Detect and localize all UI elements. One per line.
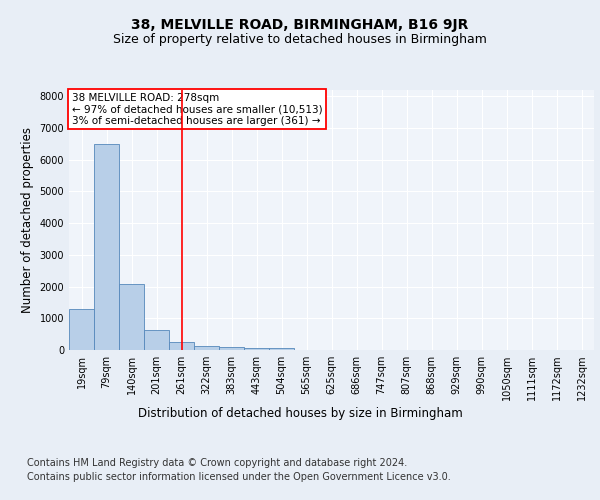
Bar <box>144 330 169 350</box>
Text: Contains HM Land Registry data © Crown copyright and database right 2024.: Contains HM Land Registry data © Crown c… <box>27 458 407 468</box>
Y-axis label: Number of detached properties: Number of detached properties <box>21 127 34 313</box>
Bar <box>269 348 294 350</box>
Bar <box>194 346 219 350</box>
Bar <box>219 347 244 350</box>
Text: Distribution of detached houses by size in Birmingham: Distribution of detached houses by size … <box>137 408 463 420</box>
Bar <box>169 342 194 350</box>
Text: Size of property relative to detached houses in Birmingham: Size of property relative to detached ho… <box>113 32 487 46</box>
Bar <box>69 309 94 350</box>
Bar <box>119 284 144 350</box>
Text: Contains public sector information licensed under the Open Government Licence v3: Contains public sector information licen… <box>27 472 451 482</box>
Bar <box>94 144 119 350</box>
Bar <box>244 348 269 350</box>
Text: 38 MELVILLE ROAD: 278sqm
← 97% of detached houses are smaller (10,513)
3% of sem: 38 MELVILLE ROAD: 278sqm ← 97% of detach… <box>71 92 322 126</box>
Text: 38, MELVILLE ROAD, BIRMINGHAM, B16 9JR: 38, MELVILLE ROAD, BIRMINGHAM, B16 9JR <box>131 18 469 32</box>
